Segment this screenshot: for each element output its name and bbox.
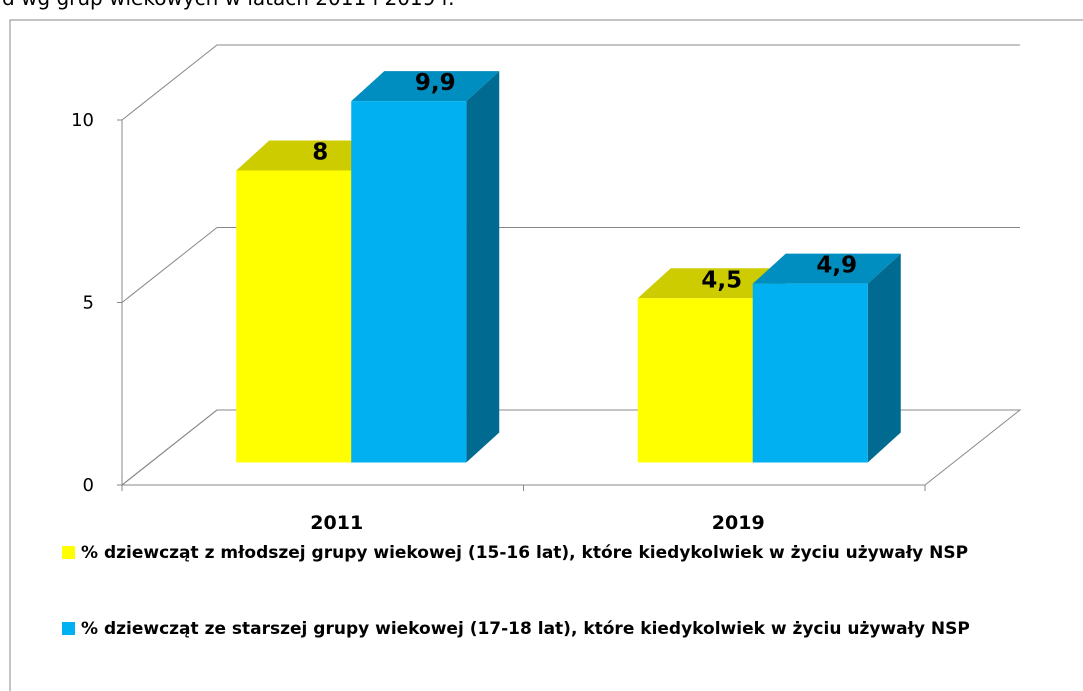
bar-top [637, 268, 786, 299]
bar-top [752, 253, 901, 284]
chart-frame [9, 19, 1083, 691]
grid-line [121, 227, 1020, 303]
x-tick-label: 2019 [712, 512, 765, 534]
data-label: 4,5 [701, 267, 742, 293]
legend-swatch [62, 622, 75, 635]
bar-front [637, 298, 753, 463]
legend-label: % dziewcząt z młodszej grupy wiekowej (1… [81, 543, 969, 563]
legend-swatch [62, 546, 75, 559]
bar-side [466, 71, 500, 463]
bar [752, 253, 901, 463]
bar-front [752, 283, 868, 463]
legend-item: % dziewcząt ze starszej grupy wiekowej (… [62, 616, 1062, 643]
grid-line [121, 44, 1020, 121]
legend-label: % dziewcząt ze starszej grupy wiekowej (… [81, 619, 970, 639]
data-label: 8 [312, 140, 328, 166]
y-tick-label: 10 [71, 110, 94, 131]
bar [351, 71, 500, 463]
legend-item: % dziewcząt z młodszej grupy wiekowej (1… [62, 540, 1062, 567]
x-tick-label: 2011 [310, 512, 363, 534]
chart-title: d wg grup wiekowych w latach 2011 i 2019… [2, 0, 454, 10]
y-tick-label: 5 [83, 293, 94, 314]
bar-top [351, 71, 500, 102]
bar-front [236, 170, 352, 463]
data-label: 9,9 [415, 70, 456, 96]
y-tick-label: 0 [83, 475, 94, 496]
bar-side [867, 253, 901, 463]
data-label: 4,9 [816, 253, 857, 279]
bar-front [351, 101, 467, 463]
bar-top [236, 140, 385, 171]
